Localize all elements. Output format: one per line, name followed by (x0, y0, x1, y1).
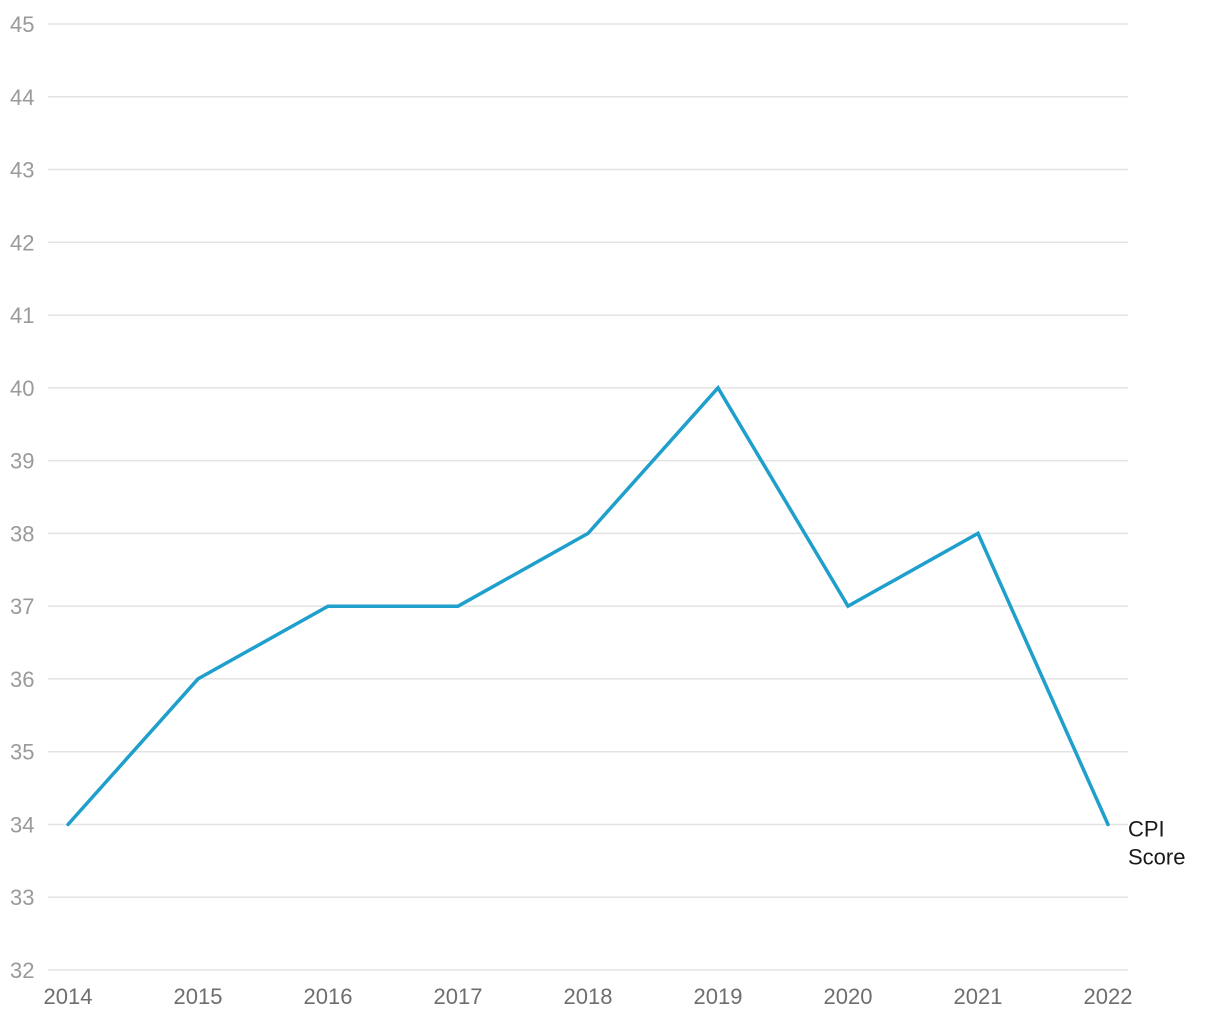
y-axis: 32 33 34 35 36 37 38 39 40 41 42 43 44 45 (10, 12, 34, 983)
y-tick-label: 44 (10, 85, 34, 110)
gridlines (48, 23, 1128, 971)
y-tick-label: 32 (10, 958, 34, 983)
x-tick-label: 2021 (954, 984, 1003, 1009)
y-tick-label: 45 (10, 12, 34, 37)
x-tick-label: 2017 (434, 984, 483, 1009)
x-tick-label: 2015 (174, 984, 223, 1009)
series-label-line: CPI (1128, 816, 1165, 841)
x-tick-label: 2018 (564, 984, 613, 1009)
series-label: CPI Score (1128, 816, 1185, 869)
y-tick-label: 37 (10, 594, 34, 619)
y-tick-label: 33 (10, 885, 34, 910)
y-tick-label: 41 (10, 303, 34, 328)
x-tick-label: 2022 (1084, 984, 1133, 1009)
y-tick-label: 42 (10, 230, 34, 255)
y-tick-label: 40 (10, 376, 34, 401)
x-tick-label: 2016 (304, 984, 353, 1009)
series-label-line: Score (1128, 844, 1185, 869)
series-line-cpi-score (66, 384, 1110, 827)
y-tick-label: 36 (10, 667, 34, 692)
x-tick-label: 2019 (694, 984, 743, 1009)
y-tick-label: 43 (10, 158, 34, 183)
y-tick-label: 34 (10, 812, 34, 837)
x-tick-label: 2014 (44, 984, 93, 1009)
y-tick-label: 38 (10, 521, 34, 546)
series-layer: CPI Score (66, 384, 1185, 869)
x-tick-label: 2020 (824, 984, 873, 1009)
y-tick-label: 35 (10, 740, 34, 765)
x-axis: 2014 2015 2016 2017 2018 2019 2020 2021 2022 (44, 984, 1133, 1009)
y-tick-label: 39 (10, 449, 34, 474)
